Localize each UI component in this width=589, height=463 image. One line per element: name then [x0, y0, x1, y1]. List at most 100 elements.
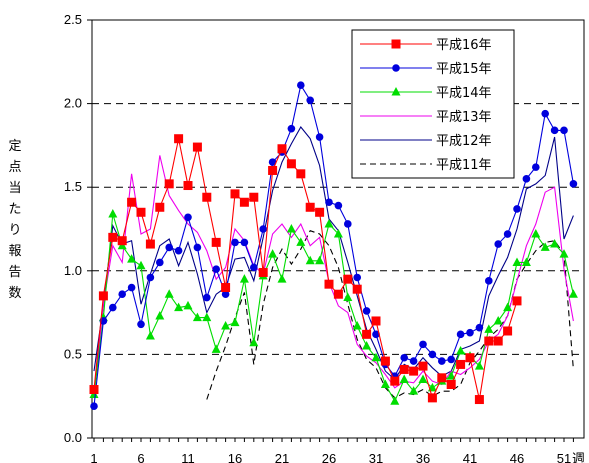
series-1-point-44: [503, 230, 512, 238]
series-0-point-7: [155, 202, 165, 212]
legend-item-0: 平成16年: [360, 38, 492, 53]
series-3: [93, 155, 574, 397]
series-2-point-19: [268, 249, 278, 258]
y-axis-ticks: 0.0 0.5 1.0 1.5 2.0 2.5: [64, 12, 92, 445]
series-0-point-14: [221, 283, 231, 293]
series-0-point-2: [108, 232, 118, 242]
series-1-point-45: [513, 205, 521, 213]
y-label-char-6: 告: [8, 265, 21, 280]
series-line-0: [93, 138, 518, 400]
series-1-point-8: [165, 243, 173, 252]
series-1-point-14: [221, 290, 230, 299]
series-1-point-16: [240, 238, 249, 247]
series-1-point-3: [118, 290, 126, 299]
series-2-point-41: [474, 361, 484, 370]
series-2-point-24: [315, 255, 325, 265]
series-0-point-34: [409, 366, 419, 376]
series-2-point-47: [531, 229, 541, 238]
series-1-point-39: [456, 330, 465, 339]
x-tick-label-7: 36: [416, 451, 430, 463]
series-1-point-42: [485, 277, 493, 285]
series-1-point-10: [184, 213, 192, 222]
x-tick-label-4: 21: [275, 451, 289, 463]
legend-marker-2: [391, 87, 401, 96]
series-0-point-25: [324, 279, 334, 289]
series-0-point-15: [230, 189, 240, 199]
series-2-point-26: [333, 229, 343, 238]
series-0-point-6: [145, 239, 155, 249]
y-tick-label-3: 1.5: [64, 179, 82, 194]
series-2-point-51: [568, 289, 578, 298]
series-0-point-27: [343, 274, 353, 284]
y-label-char-0: 定: [8, 139, 21, 154]
series-1-point-15: [231, 238, 239, 247]
series-1-point-49: [550, 126, 559, 135]
y-label-char-3: た: [8, 202, 21, 217]
series-group: [89, 81, 578, 411]
series-line-1: [93, 83, 574, 407]
series-2-point-25: [324, 218, 334, 228]
series-1-point-37: [438, 357, 446, 365]
y-label-char-1: 点: [8, 160, 21, 175]
series-1-point-5: [137, 320, 145, 329]
x-tick-label-5: 26: [322, 451, 336, 463]
series-0-point-40: [465, 353, 475, 363]
series-2-point-43: [493, 315, 503, 325]
series-0-point-18: [258, 267, 268, 277]
series-1-point-43: [494, 240, 503, 248]
series-2-point-48: [540, 242, 550, 251]
series-1-point-0: [90, 402, 98, 411]
series-1-point-30: [372, 330, 380, 339]
x-tick-label-2: 11: [181, 451, 195, 463]
y-label-char-5: 報: [8, 244, 21, 259]
series-line-3: [93, 155, 574, 397]
series-0-point-20: [277, 144, 287, 154]
series-2-point-50: [559, 249, 569, 258]
series-2-point-33: [399, 374, 409, 383]
series-2-point-7: [155, 310, 165, 320]
series-2-point-11: [192, 312, 202, 322]
series-0-point-13: [211, 237, 221, 247]
series-2-point-45: [512, 257, 522, 266]
series-0-point-41: [474, 395, 484, 405]
series-1-point-11: [193, 243, 202, 252]
series-1-point-9: [174, 246, 183, 255]
series-0-point-30: [371, 316, 381, 326]
series-0-point-38: [446, 379, 456, 389]
series-0-point-11: [192, 142, 202, 152]
series-0-point-29: [362, 329, 372, 339]
series-1-point-23: [306, 96, 315, 105]
series-0-point-0: [89, 385, 99, 395]
legend-label-4: 平成12年: [436, 134, 492, 149]
series-1-point-29: [362, 307, 371, 315]
series-1-point-17: [250, 263, 258, 272]
series-0-point-10: [183, 181, 193, 191]
series-0-point-3: [117, 236, 127, 246]
series-1-point-6: [146, 273, 155, 282]
series-2-point-35: [418, 374, 428, 383]
series-2-point-28: [352, 320, 362, 330]
series-1-point-22: [297, 81, 305, 90]
y-tick-label-0: 0.0: [64, 430, 82, 445]
series-0-point-43: [493, 336, 503, 346]
series-2-point-38: [446, 371, 456, 380]
x-tick-label-1: 6: [137, 451, 144, 463]
series-0: [89, 134, 522, 405]
series-2-point-4: [127, 254, 137, 263]
series-1-point-25: [325, 198, 333, 207]
series-0-point-42: [484, 336, 494, 346]
series-0-point-39: [456, 359, 466, 369]
series-0-point-31: [380, 356, 390, 366]
series-2-point-32: [390, 396, 400, 405]
series-2-point-2: [108, 208, 118, 218]
series-2-point-13: [211, 344, 221, 353]
series-2-point-39: [456, 346, 466, 355]
series-4: [93, 126, 574, 381]
series-2-point-5: [136, 260, 146, 270]
series-2-point-46: [521, 257, 531, 266]
legend-label-3: 平成13年: [436, 110, 492, 125]
series-1-point-28: [353, 273, 362, 282]
